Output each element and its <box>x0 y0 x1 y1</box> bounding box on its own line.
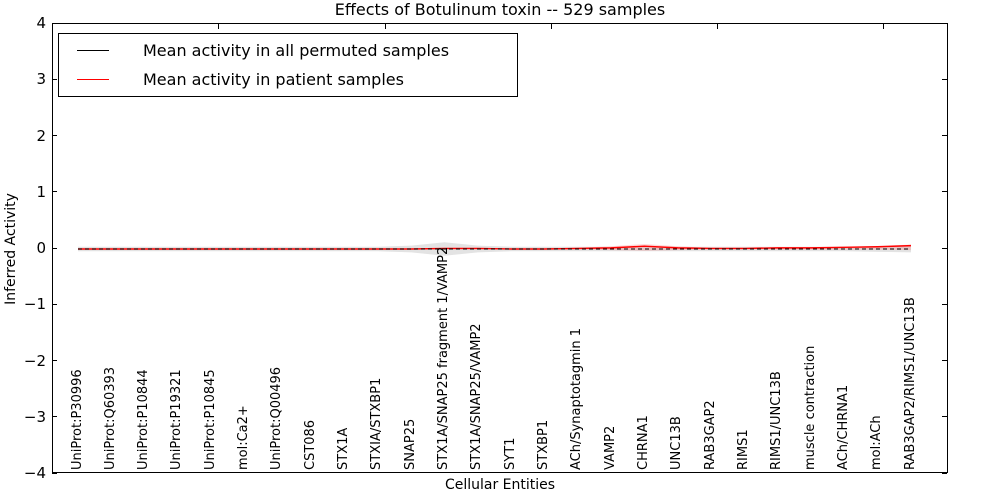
x-tick-label: ACh/CHRNA1 <box>835 384 851 470</box>
x-tick-label: RIMS1 <box>735 429 751 470</box>
y-tick-left <box>52 360 57 361</box>
permuted-line-swatch <box>77 50 109 51</box>
legend-label-patient: Mean activity in patient samples <box>143 70 404 89</box>
x-tick-top <box>385 24 386 29</box>
x-tick-label: VAMP2 <box>602 425 618 470</box>
x-tick-label: UniProt:Q00496 <box>269 366 285 470</box>
x-tick-label: STX1A/SNAP25/VAMP2 <box>469 323 485 470</box>
x-tick-label: mol:ACh <box>869 415 885 470</box>
x-tick-label: RIMS1/UNC13B <box>769 371 785 470</box>
y-tick-right <box>942 303 947 305</box>
x-tick-top <box>883 24 884 29</box>
x-tick-label: ACh/Synaptotagmin 1 <box>569 327 585 470</box>
x-axis-label: Cellular Entities <box>444 477 556 493</box>
x-tick-label: UNC13B <box>669 416 685 470</box>
plot-area: UniProt:P30996 UniProt:Q60393 UniProt:P108… <box>52 23 948 473</box>
x-tick-label: SYT1 <box>502 437 518 470</box>
y-tick-left <box>52 78 57 80</box>
x-tick-label: mol:Ca2+ <box>236 405 252 470</box>
y-tick-label: 1 <box>36 182 46 201</box>
y-tick-label: −4 <box>23 464 46 482</box>
y-tick-right <box>942 135 947 136</box>
x-tick-label: STXIA/STXBP1 <box>369 377 385 470</box>
legend: Mean activity in all permuted samples Me… <box>58 33 518 97</box>
y-tick-left <box>52 22 57 24</box>
y-tick-right <box>942 191 947 193</box>
x-tick-label: UniProt:P19321 <box>169 369 185 470</box>
y-tick-label: −2 <box>23 351 46 370</box>
x-tick-label: RAB3GAP2/RIMS1/UNC13B <box>902 297 918 470</box>
legend-entry-patient: Mean activity in patient samples <box>59 67 517 92</box>
y-tick-left <box>52 247 57 249</box>
y-tick-label: 3 <box>36 70 46 89</box>
x-tick-label: UniProt:P10844 <box>136 369 152 470</box>
x-tick-label: UniProt:P30996 <box>69 369 85 470</box>
y-tick-left <box>52 416 57 418</box>
x-tick-label: UniProt:Q60393 <box>102 366 118 470</box>
y-tick-left <box>52 191 57 193</box>
y-tick-label: 2 <box>36 126 46 145</box>
x-tick-top <box>218 24 219 29</box>
x-tick-top <box>551 24 552 29</box>
y-tick-label: 0 <box>36 239 46 257</box>
plot-canvas <box>78 242 912 256</box>
y-tick-left <box>52 472 57 474</box>
y-tick-label: −1 <box>23 295 46 314</box>
x-tick-label: SNAP25 <box>402 418 418 470</box>
y-tick-right <box>942 416 947 418</box>
x-tick-label: CHRNA1 <box>635 415 651 470</box>
x-tick-label: muscle contraction <box>802 345 818 470</box>
y-tick-right <box>942 472 947 474</box>
x-tick-label: STX1A/SNAP25 fragment 1/VAMP2 <box>436 246 452 470</box>
y-tick-label: −3 <box>23 407 46 426</box>
x-tick-label: STXBP1 <box>535 419 551 470</box>
patient-line-swatch <box>77 79 109 80</box>
x-tick-label: STX1A <box>336 427 352 470</box>
x-tick-top <box>717 24 718 29</box>
x-tick-label: UniProt:P10845 <box>202 369 218 470</box>
legend-entry-permuted: Mean activity in all permuted samples <box>59 38 517 63</box>
y-tick-label: 4 <box>36 14 46 32</box>
x-tick-label: RAB3GAP2 <box>702 400 718 470</box>
legend-label-permuted: Mean activity in all permuted samples <box>143 41 450 60</box>
chart-title: Effects of Botulinum toxin -- 529 sample… <box>334 0 666 19</box>
x-tick-label: CST086 <box>302 419 318 470</box>
y-tick-right <box>942 78 947 80</box>
y-tick-right <box>942 22 947 24</box>
y-tick-left <box>52 135 57 136</box>
y-tick-right <box>942 247 947 249</box>
y-tick-left <box>52 303 57 305</box>
y-tick-right <box>942 360 947 361</box>
